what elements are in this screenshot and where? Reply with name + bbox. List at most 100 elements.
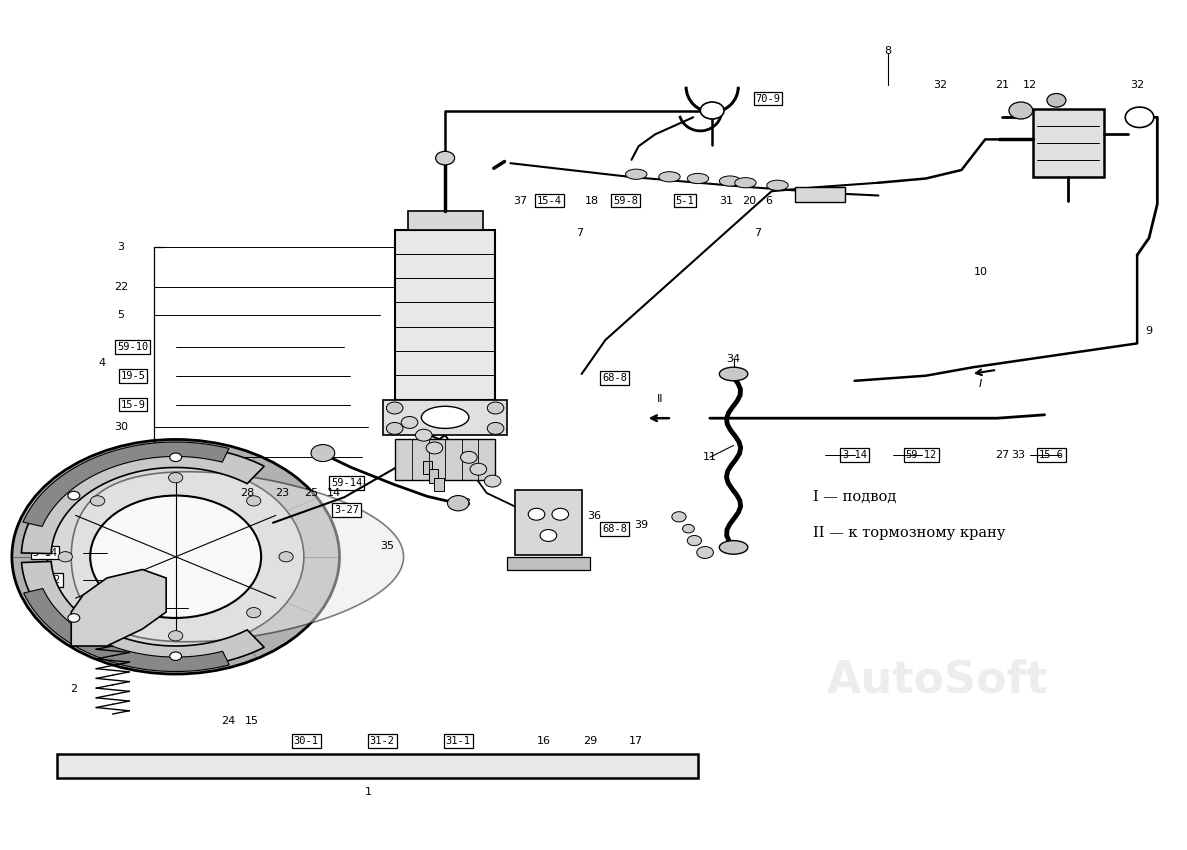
Circle shape <box>68 614 80 622</box>
Text: 9: 9 <box>1145 326 1153 337</box>
Text: 37: 37 <box>513 196 527 206</box>
Text: 38: 38 <box>477 422 491 433</box>
Text: 17: 17 <box>629 736 643 746</box>
Circle shape <box>311 445 335 462</box>
Circle shape <box>386 422 404 434</box>
Text: 15-6: 15-6 <box>153 603 179 613</box>
Text: 68-8: 68-8 <box>443 447 469 457</box>
Text: 10: 10 <box>973 267 988 277</box>
Circle shape <box>1047 94 1066 107</box>
Text: 12: 12 <box>1023 80 1037 90</box>
Text: 31-1: 31-1 <box>445 736 471 746</box>
Bar <box>1033 109 1104 177</box>
Text: 5: 5 <box>118 309 125 320</box>
Text: 3-14: 3-14 <box>32 547 58 558</box>
Bar <box>795 187 845 202</box>
Text: 15: 15 <box>245 716 259 726</box>
Text: 59-8: 59-8 <box>612 196 639 206</box>
Text: 32: 32 <box>933 80 947 90</box>
Bar <box>434 478 444 491</box>
Circle shape <box>401 416 418 428</box>
Bar <box>382 400 508 435</box>
Text: 31: 31 <box>719 196 734 206</box>
Text: 34: 34 <box>726 354 741 364</box>
Text: 36: 36 <box>588 511 602 521</box>
Text: 59-12: 59-12 <box>30 575 61 585</box>
Text: 5-1: 5-1 <box>675 196 694 206</box>
Circle shape <box>415 429 432 441</box>
Circle shape <box>461 451 477 463</box>
Text: 30-1: 30-1 <box>293 736 319 746</box>
Text: 31-2: 31-2 <box>369 736 395 746</box>
Text: 27: 27 <box>995 450 1009 460</box>
Text: 20: 20 <box>742 196 756 206</box>
Circle shape <box>90 496 261 618</box>
Text: AutoSoft: AutoSoft <box>827 659 1048 701</box>
Text: 11: 11 <box>703 452 717 462</box>
Text: 13: 13 <box>458 498 472 508</box>
Circle shape <box>279 552 293 562</box>
Text: 28: 28 <box>240 488 254 498</box>
Circle shape <box>447 496 469 511</box>
Circle shape <box>683 524 694 533</box>
Text: 1: 1 <box>364 787 372 797</box>
Circle shape <box>247 496 261 506</box>
Ellipse shape <box>687 173 709 184</box>
Ellipse shape <box>719 367 748 381</box>
Circle shape <box>90 608 104 618</box>
Circle shape <box>90 496 104 506</box>
Ellipse shape <box>735 178 756 188</box>
Circle shape <box>169 473 183 483</box>
Circle shape <box>170 453 182 462</box>
Polygon shape <box>21 561 265 667</box>
Circle shape <box>436 151 455 165</box>
Text: 25: 25 <box>304 488 318 498</box>
Bar <box>57 754 698 778</box>
Bar <box>408 211 482 230</box>
Ellipse shape <box>421 406 469 428</box>
Circle shape <box>697 547 713 558</box>
Text: 15-6: 15-6 <box>1039 450 1065 460</box>
Polygon shape <box>71 570 166 646</box>
Text: 7: 7 <box>754 228 761 238</box>
Text: 32: 32 <box>1130 80 1144 90</box>
Circle shape <box>386 402 404 414</box>
Text: 70-9: 70-9 <box>755 94 781 104</box>
Text: 7: 7 <box>576 228 583 238</box>
Circle shape <box>1009 102 1033 119</box>
Text: 15-4: 15-4 <box>537 196 563 206</box>
Text: 18: 18 <box>585 196 599 206</box>
Text: 39: 39 <box>634 520 648 530</box>
Circle shape <box>540 530 557 541</box>
Text: 19: 19 <box>114 452 128 462</box>
Text: 3: 3 <box>118 241 125 252</box>
Ellipse shape <box>719 176 741 186</box>
Circle shape <box>247 608 261 618</box>
Text: 21: 21 <box>995 80 1009 90</box>
Text: 2: 2 <box>70 683 77 694</box>
Text: 4: 4 <box>99 358 106 368</box>
Ellipse shape <box>719 541 748 554</box>
Text: 23: 23 <box>275 488 290 498</box>
Text: 19-5: 19-5 <box>120 371 146 381</box>
Bar <box>429 469 438 483</box>
Text: 6: 6 <box>766 196 773 206</box>
Circle shape <box>687 536 702 546</box>
Bar <box>395 230 495 400</box>
Text: 68-8: 68-8 <box>602 524 628 534</box>
Text: 15-9: 15-9 <box>120 400 146 410</box>
Bar <box>423 461 432 474</box>
Circle shape <box>672 512 686 522</box>
Text: II — к тормозному крану: II — к тормозному крану <box>813 526 1005 540</box>
Circle shape <box>487 402 503 414</box>
Text: 30: 30 <box>114 422 128 432</box>
Circle shape <box>169 631 183 641</box>
Ellipse shape <box>659 172 680 182</box>
Bar <box>507 557 590 570</box>
Text: 16: 16 <box>537 736 551 746</box>
Text: 24: 24 <box>221 716 235 726</box>
Circle shape <box>68 491 80 500</box>
Ellipse shape <box>626 169 647 179</box>
Circle shape <box>487 422 503 434</box>
Bar <box>515 490 582 555</box>
